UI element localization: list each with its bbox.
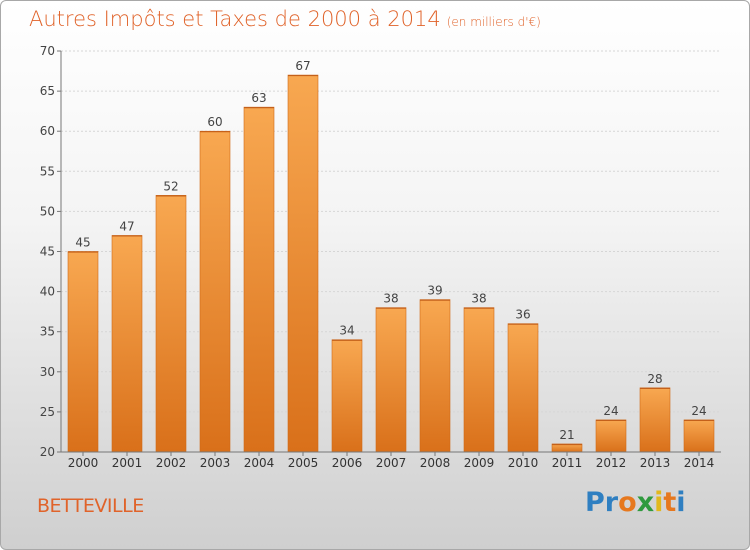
data-label: 39	[427, 284, 442, 298]
x-tick-label: 2009	[464, 456, 495, 470]
x-tick-label: 2007	[376, 456, 407, 470]
bar	[639, 387, 671, 453]
x-tick-label: 2011	[552, 456, 583, 470]
bar	[463, 307, 495, 453]
logo-letter: P	[585, 487, 605, 518]
axis-layer: 20 25 30 35 40 45 50 55 60 65 70 2000 2001 2002 2003 20…	[40, 44, 721, 470]
bar	[419, 299, 451, 453]
x-tick-label: 2002	[156, 456, 187, 470]
logo-letter: t	[663, 487, 677, 518]
chart-title: Autres Impôts et Taxes de 2000 à 2014	[29, 7, 441, 31]
data-label: 45	[75, 236, 90, 250]
data-label: 21	[559, 428, 574, 442]
data-label: 47	[119, 219, 134, 233]
bar	[683, 419, 715, 453]
proxiti-logo[interactable]: Proxiti	[585, 487, 686, 518]
data-label: 38	[471, 292, 486, 306]
bar	[287, 74, 319, 453]
bar	[375, 307, 407, 453]
y-tick-label: 70	[40, 44, 55, 58]
data-label: 60	[207, 115, 222, 129]
data-label: 36	[515, 308, 530, 322]
data-label: 34	[339, 324, 354, 338]
bar	[199, 130, 231, 453]
chart-title-block: Autres Impôts et Taxes de 2000 à 2014 (en…	[29, 7, 541, 31]
logo-letter: x	[636, 487, 655, 518]
data-label: 24	[691, 404, 706, 418]
x-tick-label: 2013	[640, 456, 671, 470]
x-tick-label: 2006	[332, 456, 363, 470]
bar-layer: 45 47 52 60 63 67 34 38 39 38 36 21 24 28 24	[67, 59, 715, 453]
bar	[551, 443, 583, 453]
bar	[595, 419, 627, 453]
bar	[331, 339, 363, 453]
x-tick-label: 2001	[112, 456, 143, 470]
y-tick-label: 45	[40, 245, 55, 259]
y-tick-label: 30	[40, 365, 55, 379]
data-label: 28	[647, 372, 662, 386]
x-tick-label: 2003	[200, 456, 231, 470]
y-tick-label: 40	[40, 285, 55, 299]
data-label: 67	[295, 59, 310, 73]
y-tick-label: 20	[40, 445, 55, 459]
x-tick-label: 2000	[68, 456, 99, 470]
x-tick-label: 2012	[596, 456, 627, 470]
data-label: 38	[383, 292, 398, 306]
y-tick-label: 35	[40, 325, 55, 339]
data-label: 52	[163, 179, 178, 193]
chart-subtitle: (en milliers d'€)	[446, 15, 541, 29]
y-tick-label: 50	[40, 204, 55, 218]
logo-letter: r	[604, 487, 619, 518]
x-tick-label: 2014	[684, 456, 715, 470]
logo-letter: o	[618, 487, 637, 518]
y-tick-label: 25	[40, 405, 55, 419]
bar	[243, 106, 275, 453]
bar	[507, 323, 539, 453]
y-tick-label: 55	[40, 164, 55, 178]
y-tick-label: 65	[40, 84, 55, 98]
bar	[67, 251, 99, 453]
x-tick-label: 2010	[508, 456, 539, 470]
x-tick-label: 2008	[420, 456, 451, 470]
x-tick-label: 2004	[244, 456, 275, 470]
x-tick-label: 2005	[288, 456, 319, 470]
bar	[111, 235, 143, 453]
data-label: 63	[251, 91, 266, 105]
logo-letter: i	[654, 487, 664, 518]
commune-name: BETTEVILLE	[37, 495, 144, 517]
logo-letter: i	[676, 487, 686, 518]
bar	[155, 195, 187, 453]
data-label: 24	[603, 404, 618, 418]
y-tick-label: 60	[40, 124, 55, 138]
